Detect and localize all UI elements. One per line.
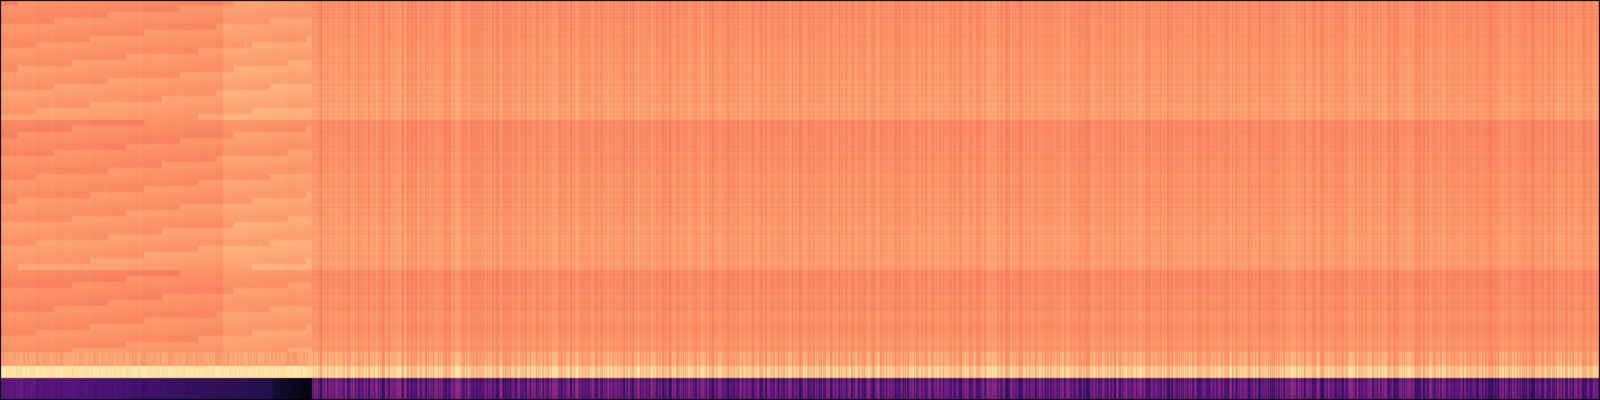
spectrogram-heatmap — [0, 0, 1600, 400]
spectrogram-image — [0, 0, 1600, 400]
